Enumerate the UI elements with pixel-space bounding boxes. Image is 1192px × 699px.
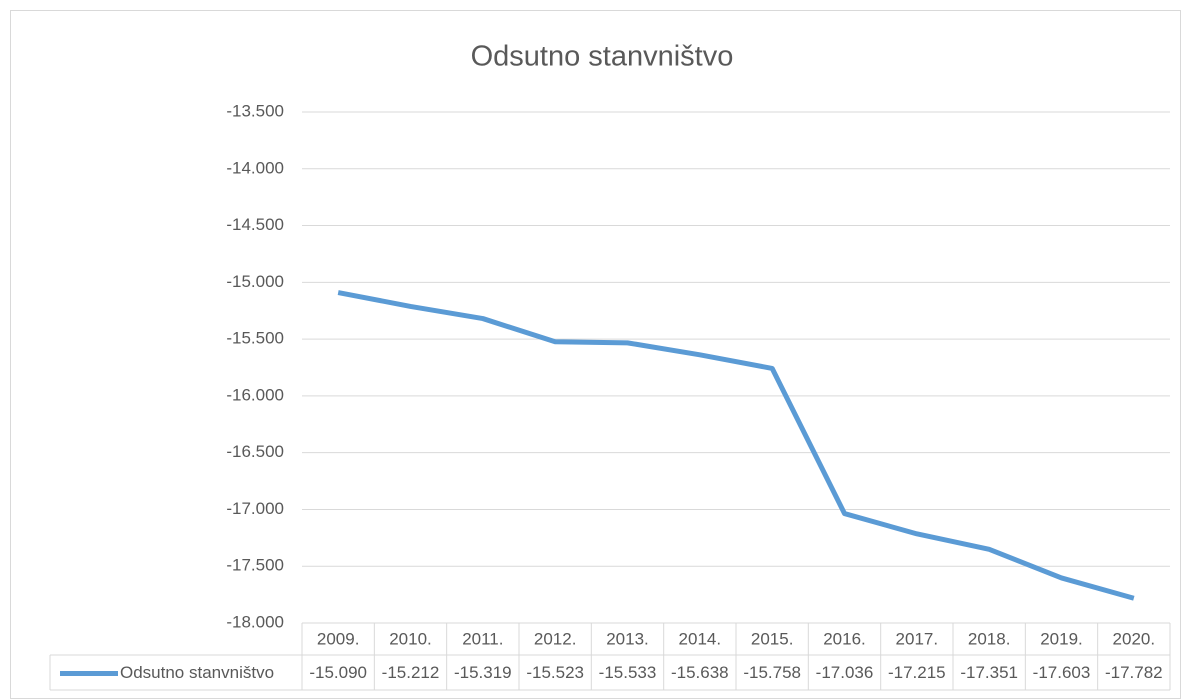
chart-border	[10, 10, 1181, 699]
table-value: -15.638	[671, 663, 729, 682]
y-tick-label: -17.000	[226, 499, 284, 518]
x-tick-label: 2009.	[317, 629, 360, 648]
x-tick-label: 2019.	[1040, 629, 1083, 648]
table-value: -17.603	[1033, 663, 1091, 682]
table-value: -17.036	[816, 663, 874, 682]
y-tick-label: -15.500	[226, 329, 284, 348]
table-value: -15.090	[309, 663, 367, 682]
x-tick-label: 2012.	[534, 629, 577, 648]
y-tick-label: -16.500	[226, 442, 284, 461]
x-tick-label: 2011.	[462, 629, 503, 648]
x-tick-label: 2015.	[751, 629, 794, 648]
x-tick-label: 2013.	[606, 629, 649, 648]
y-tick-label: -14.500	[226, 215, 284, 234]
y-tick-label: -13.500	[226, 101, 284, 120]
x-tick-label: 2017.	[896, 629, 939, 648]
table-value: -15.523	[526, 663, 584, 682]
y-tick-label: -15.000	[226, 272, 284, 291]
legend-label: Odsutno stanvništvo	[120, 663, 274, 682]
x-tick-label: 2018.	[968, 629, 1011, 648]
y-tick-label: -16.000	[226, 385, 284, 404]
table-value: -15.533	[599, 663, 657, 682]
table-value: -17.782	[1105, 663, 1163, 682]
x-tick-label: 2014.	[679, 629, 722, 648]
x-tick-label: 2016.	[823, 629, 866, 648]
table-value: -15.758	[743, 663, 801, 682]
table-value: -15.319	[454, 663, 512, 682]
chart-title: Odsutno stanvništvo	[471, 41, 734, 73]
x-tick-label: 2010.	[389, 629, 432, 648]
table-value: -15.212	[382, 663, 440, 682]
series-line	[337, 290, 1135, 601]
x-tick-label: 2020.	[1113, 629, 1156, 648]
table-value: -17.351	[960, 663, 1018, 682]
y-tick-label: -14.000	[226, 158, 284, 177]
y-tick-label: -17.500	[226, 556, 284, 575]
y-tick-label: -18.000	[226, 612, 284, 631]
table-value: -17.215	[888, 663, 946, 682]
